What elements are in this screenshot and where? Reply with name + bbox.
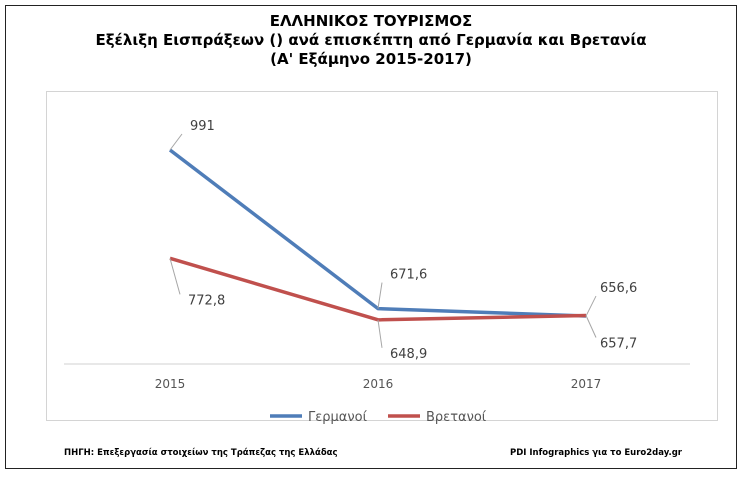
data-label: 991	[190, 119, 215, 134]
plot-area	[46, 91, 718, 421]
data-label-leader	[585, 315, 597, 338]
data-label-leader	[169, 133, 183, 151]
data-label-leader	[585, 295, 597, 317]
infographic-frame: ΕΛΛΗΝΙΚΟΣ ΤΟΥΡΙΣΜΟΣ Εξέλιξη Εισπράξεων (…	[5, 5, 737, 469]
x-tick-label: 2015	[155, 377, 186, 391]
data-label: 657,7	[600, 336, 637, 351]
source-note: ΠΗΓΗ: Επεξεργασία στοιχείων της Τράπεζας…	[64, 448, 338, 458]
data-label: 648,9	[390, 347, 427, 362]
series-line	[169, 256, 587, 322]
data-label-leader	[377, 282, 383, 309]
data-label: 772,8	[188, 293, 225, 308]
credit-note: PDI Infographics για το Euro2day.gr	[509, 448, 682, 458]
data-label: 671,6	[390, 268, 427, 283]
data-label: 656,6	[600, 281, 637, 296]
chart-title: ΕΛΛΗΝΙΚΟΣ ΤΟΥΡΙΣΜΟΣ	[269, 12, 473, 30]
legend-label: Βρετανοί	[426, 410, 487, 425]
series-line	[168, 148, 587, 318]
x-tick-label: 2017	[571, 377, 602, 391]
legend-label: Γερμανοί	[308, 410, 368, 425]
data-label-leader	[377, 319, 383, 348]
data-label-leader	[169, 258, 181, 295]
x-tick-label: 2016	[363, 377, 394, 391]
chart-period: (Α' Εξάμηνο 2015-2017)	[270, 50, 472, 68]
chart-subtitle: Εξέλιξη Εισπράξεων () ανά επισκέπτη από …	[95, 31, 647, 49]
chart-title-block: ΕΛΛΗΝΙΚΟΣ ΤΟΥΡΙΣΜΟΣ Εξέλιξη Εισπράξεων (…	[6, 12, 736, 69]
